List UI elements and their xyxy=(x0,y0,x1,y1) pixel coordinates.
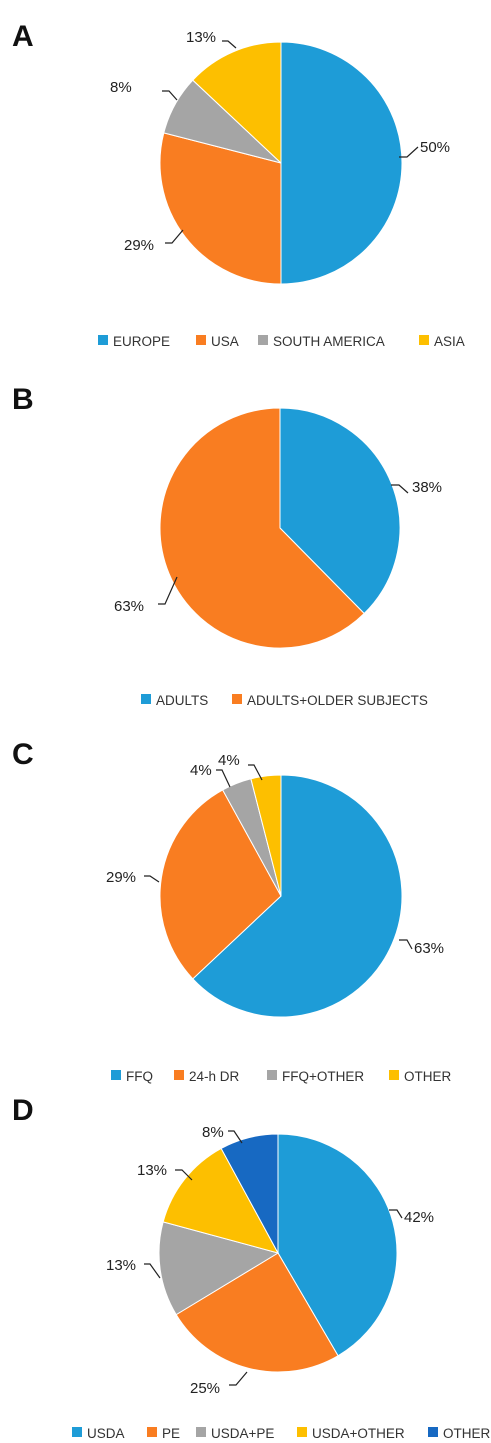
legend-swatch xyxy=(141,694,151,704)
data-label: 38% xyxy=(412,479,442,496)
data-label: 13% xyxy=(106,1257,136,1274)
data-label: 4% xyxy=(218,752,240,769)
pie-slice-europe xyxy=(280,41,403,285)
legend-swatch xyxy=(232,694,242,704)
legend: EUROPE USA SOUTH AMERICA ASIA xyxy=(98,334,465,349)
leader-line xyxy=(162,90,178,101)
pie-slice-other xyxy=(250,774,282,897)
data-label: 29% xyxy=(106,869,136,886)
leader-line xyxy=(165,229,184,244)
leader-line xyxy=(228,1130,243,1144)
legend-label: EUROPE xyxy=(113,334,170,349)
panel-letter: A xyxy=(12,20,34,53)
leader-line xyxy=(144,1263,161,1279)
legend: ADULTS ADULTS+OLDER SUBJECTS xyxy=(141,693,428,708)
legend-label: ADULTS xyxy=(156,693,208,708)
legend-swatch xyxy=(297,1427,307,1437)
leader-line xyxy=(391,484,409,494)
data-label: 63% xyxy=(414,940,444,957)
legend-swatch xyxy=(196,335,206,345)
pie-slice-ffq xyxy=(192,774,403,1018)
pie-slice-adults xyxy=(279,407,401,615)
leader-line xyxy=(222,40,237,49)
legend-label: USDA xyxy=(87,1426,125,1441)
pie-slice-other xyxy=(220,1133,279,1254)
legend-swatch xyxy=(389,1070,399,1080)
data-label: 42% xyxy=(404,1209,434,1226)
leader-line xyxy=(248,764,263,781)
legend-label: SOUTH AMERICA xyxy=(273,334,385,349)
legend-label: FFQ xyxy=(126,1069,153,1084)
data-label: 8% xyxy=(202,1124,224,1141)
leader-line xyxy=(158,576,178,605)
panel-letter: D xyxy=(12,1094,34,1127)
legend-label: USA xyxy=(211,334,239,349)
legend-swatch xyxy=(111,1070,121,1080)
legend: USDA PE USDA+PE USDA+OTHER OTHER xyxy=(72,1426,491,1441)
legend-swatch xyxy=(98,335,108,345)
data-label: 25% xyxy=(190,1380,220,1397)
pie-chart-c: C 63% 29% 4% 4% FFQ 24-h DR FFQ+OTHER OTHER xyxy=(12,738,452,1084)
legend-label: PE xyxy=(162,1426,180,1441)
data-label: 8% xyxy=(110,79,132,96)
legend-label: OTHER xyxy=(404,1069,452,1084)
leader-line xyxy=(399,146,419,158)
pie-slice-usa xyxy=(159,132,282,285)
pie-chart-b: B 38% 63% ADULTS ADULTS+OLDER SUBJECTS xyxy=(12,383,442,708)
legend-swatch xyxy=(428,1427,438,1437)
legend-swatch xyxy=(258,335,268,345)
data-label: 63% xyxy=(114,598,144,615)
data-label: 50% xyxy=(420,139,450,156)
leader-line xyxy=(144,875,160,883)
leader-line xyxy=(175,1169,193,1181)
data-label: 29% xyxy=(124,237,154,254)
legend: FFQ 24-h DR FFQ+OTHER OTHER xyxy=(111,1069,452,1084)
legend-swatch xyxy=(72,1427,82,1437)
legend-label: ASIA xyxy=(434,334,465,349)
data-label: 4% xyxy=(190,762,212,779)
data-label: 13% xyxy=(137,1162,167,1179)
pie-slice-pe xyxy=(175,1252,339,1373)
leader-line xyxy=(399,939,413,950)
legend-label: ADULTS+OLDER SUBJECTS xyxy=(247,693,428,708)
panel-letter: B xyxy=(12,383,34,416)
pie-slice-usda xyxy=(277,1133,398,1357)
legend-label: OTHER xyxy=(443,1426,491,1441)
pie-slice-asia xyxy=(192,41,282,165)
pie-chart-d: D 42% 25% 13% 13% 8% USDA PE USDA+PE USDA+OTHER OT… xyxy=(12,1094,491,1441)
legend-label: 24-h DR xyxy=(189,1069,240,1084)
leader-line xyxy=(216,769,231,788)
pie-chart-a: A 50% 29% 8% 13% EUROPE USA SOUTH AMERICA ASIA xyxy=(12,20,465,349)
legend-swatch xyxy=(267,1070,277,1080)
pie-slice-24-h-dr xyxy=(159,789,282,980)
leader-line xyxy=(229,1371,248,1386)
legend-swatch xyxy=(196,1427,206,1437)
leader-line xyxy=(389,1209,403,1219)
pie-slice-adults-older-subjects xyxy=(159,407,365,649)
legend-swatch xyxy=(419,335,429,345)
legend-swatch xyxy=(174,1070,184,1080)
pie-slice-usda-other xyxy=(162,1147,279,1254)
panel-letter: C xyxy=(12,738,34,771)
legend-label: USDA+PE xyxy=(211,1426,274,1441)
data-label: 13% xyxy=(186,29,216,46)
legend-swatch xyxy=(147,1427,157,1437)
legend-label: USDA+OTHER xyxy=(312,1426,405,1441)
legend-label: FFQ+OTHER xyxy=(282,1069,364,1084)
